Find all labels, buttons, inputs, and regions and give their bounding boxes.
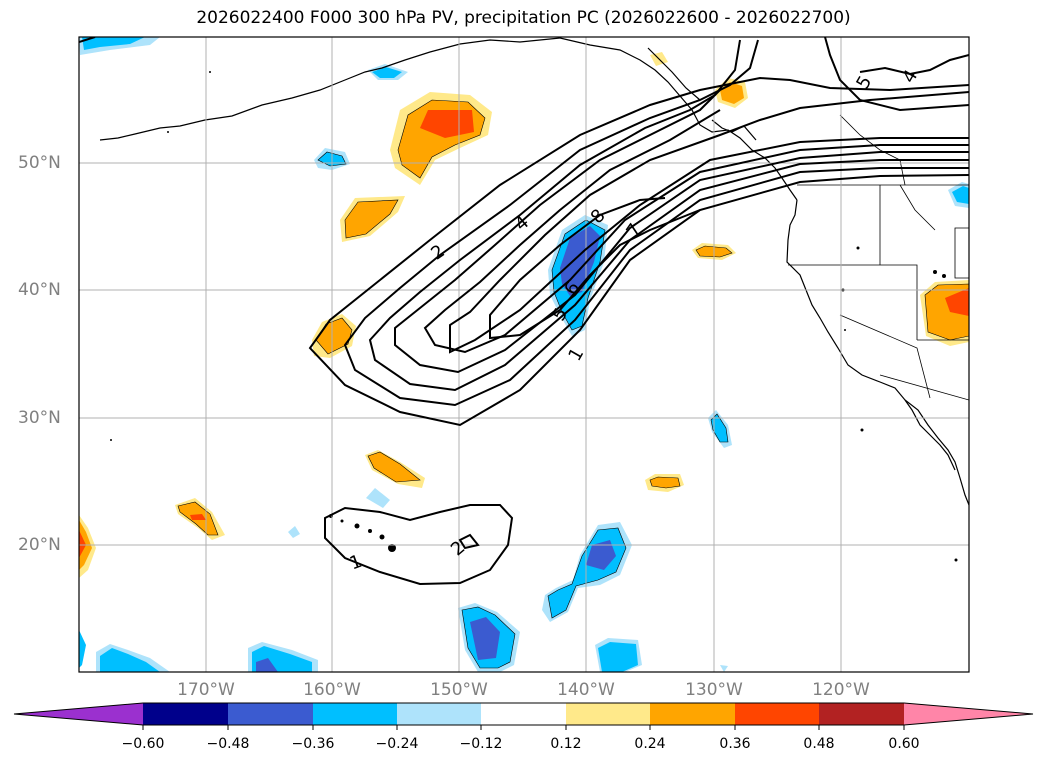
borders — [788, 114, 969, 401]
colorbar-tick-label: −0.48 — [206, 736, 250, 752]
colorbar-segment — [397, 703, 481, 725]
colorbar-segment — [143, 703, 228, 725]
precip-anomaly-fills — [79, 37, 969, 672]
colorbar-segment — [481, 703, 566, 725]
colorbar — [13, 702, 1034, 730]
colorbar-tick-label: −0.36 — [291, 736, 335, 752]
colorbar-tick-label: 0.36 — [719, 736, 751, 752]
colorbar-tick-label: −0.12 — [459, 736, 503, 752]
colorbar-segment — [228, 703, 313, 725]
lon-label-170w: 170°W — [177, 680, 235, 700]
contour-label: 4 — [898, 66, 922, 86]
contour-label: 1 — [564, 344, 588, 364]
lat-label-40n: 40°N — [18, 280, 61, 300]
lon-label-160w: 160°W — [303, 680, 361, 700]
colorbar-tick-label: 0.12 — [550, 736, 582, 752]
graticule — [79, 37, 969, 672]
colorbar-tick-label: −0.60 — [121, 736, 165, 752]
lat-label-20n: 20°N — [18, 535, 61, 555]
colorbar-tick-label: 0.24 — [634, 736, 666, 752]
contour-label: 1 — [347, 551, 365, 575]
lon-label-140w: 140°W — [557, 680, 615, 700]
colorbar-segment — [313, 703, 397, 725]
lat-label-50n: 50°N — [18, 153, 61, 173]
map-frame — [78, 36, 970, 673]
coastlines — [99, 37, 969, 506]
colorbar-segment — [735, 703, 819, 725]
colorbar-tick-label: 0.60 — [888, 736, 920, 752]
colorbar-tick-label: 0.48 — [803, 736, 835, 752]
precip-outlines — [177, 99, 969, 669]
colorbar-segment — [566, 703, 650, 725]
lon-label-120w: 120°W — [812, 680, 870, 700]
contour-label: 4 — [511, 212, 533, 235]
contour-label: 7 — [622, 220, 646, 241]
islands — [110, 71, 958, 562]
colorbar-segment — [819, 703, 904, 725]
lat-label-30n: 30°N — [18, 408, 61, 428]
lon-label-130w: 130°W — [685, 680, 743, 700]
colorbar-tick-label: −0.24 — [375, 736, 419, 752]
lon-label-150w: 150°W — [430, 680, 488, 700]
colorbar-extend-max — [904, 703, 1033, 725]
map-title: 2026022400 F000 300 hPa PV, precipitatio… — [196, 8, 851, 28]
colorbar-extend-min — [14, 703, 143, 725]
pv-contours — [79, 37, 969, 586]
colorbar-segment — [650, 703, 735, 725]
contour-label: 2 — [427, 241, 448, 265]
